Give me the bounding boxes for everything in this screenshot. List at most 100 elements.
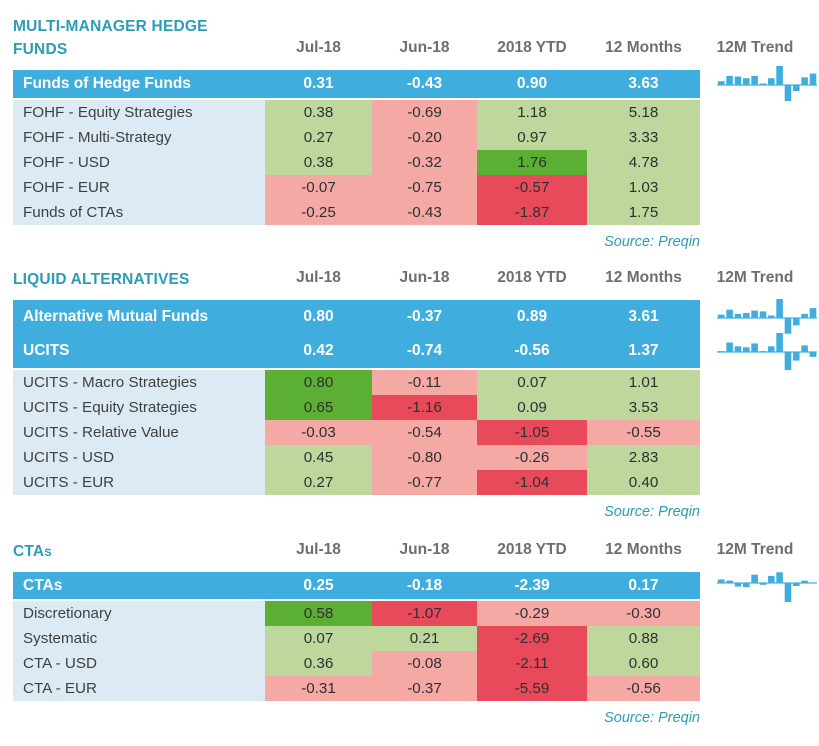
value-cell: 1.18	[477, 100, 587, 125]
summary-value-cell: 0.42	[303, 342, 334, 359]
value-cell: -0.20	[372, 125, 477, 150]
column-header-1: Jun-18	[399, 269, 450, 287]
value-cell: 0.40	[587, 470, 700, 495]
column-header-0: Jul-18	[296, 39, 341, 56]
summary-value-cell: -0.37	[406, 308, 443, 325]
table-row: UCITS - USD 0.45 -0.80 -0.26 2.83	[13, 445, 700, 470]
table-row: UCITS - Macro Strategies 0.80 -0.11 0.07 1.0…	[13, 370, 700, 395]
table-row: FOHF - Equity Strategies 0.38 -0.69 1.18 5.1…	[13, 100, 700, 125]
value-cell: -0.32	[372, 150, 477, 175]
value-cell: -0.80	[372, 445, 477, 470]
section-title: LIQUID ALTERNATIVES	[13, 271, 190, 288]
value-cell: -0.25	[265, 200, 372, 225]
column-header-0: Jul-18	[296, 269, 341, 287]
table-row: FOHF - USD 0.38 -0.32 1.76 4.78	[13, 150, 700, 175]
column-header-1: Jun-18	[399, 39, 450, 56]
column-header-12m-trend: 12M Trend	[716, 269, 794, 287]
value-cell: 0.27	[265, 125, 372, 150]
table-row: Systematic 0.07 0.21 -2.69 0.88	[13, 626, 700, 651]
column-header-12m-trend: 12M Trend	[716, 541, 794, 559]
summary-value-cell: 0.31	[303, 75, 334, 92]
12m-trend-sparkline	[717, 63, 817, 107]
value-cell: -0.11	[372, 370, 477, 395]
value-cell: -0.03	[265, 420, 372, 445]
column-header-2: 2018 YTD	[497, 269, 567, 287]
value-cell: -0.31	[265, 676, 372, 701]
value-cell: 0.58	[265, 601, 372, 626]
value-cell: -0.30	[587, 601, 700, 626]
value-cell: 0.65	[265, 395, 372, 420]
summary-value-cell: 0.89	[516, 308, 548, 325]
summary-value-cell: -0.43	[406, 75, 443, 92]
summary-rows: Funds of Hedge Funds 0.31 -0.43 0.90 3.63	[13, 70, 700, 98]
table-rows: FOHF - Equity Strategies 0.38 -0.69 1.18 5.1…	[13, 100, 700, 225]
table-row: CTA - USD 0.36 -0.08 -2.11 0.60	[13, 651, 700, 676]
row-label: UCITS - Equity Strategies	[13, 395, 265, 420]
row-label: FOHF - USD	[13, 150, 265, 175]
value-cell: -0.56	[587, 676, 700, 701]
value-cell: -0.75	[372, 175, 477, 200]
summary-rows: CTAs 0.25 -0.18 -2.39 0.17	[13, 572, 700, 599]
value-cell: 0.07	[477, 370, 587, 395]
row-label: Discretionary	[13, 601, 265, 626]
value-cell: -0.55	[587, 420, 700, 445]
table-section-multi-manager-hedge-funds: MULTI-MANAGER HEDGE FUNDS Jul-18 Jun-18 201…	[13, 8, 817, 250]
row-label: UCITS - Relative Value	[13, 420, 265, 445]
column-header-0: Jul-18	[296, 541, 341, 559]
summary-row-label: CTAs	[23, 576, 63, 594]
summary-row: Alternative Mutual Funds 0.80 -0.37 0.89 3.6…	[13, 300, 700, 334]
row-label: CTA - EUR	[13, 676, 265, 701]
column-header-3: 12 Months	[605, 269, 682, 287]
row-label: Systematic	[13, 626, 265, 651]
table-row: CTA - EUR -0.31 -0.37 -5.59 -0.56	[13, 676, 700, 701]
value-cell: 1.75	[587, 200, 700, 225]
table-row: Discretionary 0.58 -1.07 -0.29 -0.30	[13, 601, 700, 626]
row-label: FOHF - Multi-Strategy	[13, 125, 265, 150]
summary-value-cell: -2.39	[514, 576, 550, 594]
summary-value-cell: 0.17	[628, 576, 659, 594]
12m-trend-sparkline	[717, 296, 817, 340]
summary-value-cell: 0.25	[303, 576, 334, 594]
section-title: MULTI-MANAGER HEDGE FUNDS	[13, 17, 208, 58]
row-label: UCITS - Macro Strategies	[13, 370, 265, 395]
value-cell: -2.11	[477, 651, 587, 676]
summary-row-label: Alternative Mutual Funds	[23, 308, 209, 325]
value-cell: 0.80	[265, 370, 372, 395]
row-label: UCITS - EUR	[13, 470, 265, 495]
value-cell: -0.26	[477, 445, 587, 470]
column-header-2: 2018 YTD	[497, 541, 567, 559]
row-label: UCITS - USD	[13, 445, 265, 470]
value-cell: -1.04	[477, 470, 587, 495]
value-cell: 1.76	[477, 150, 587, 175]
summary-value-cell: 3.63	[628, 75, 659, 92]
value-cell: 3.53	[587, 395, 700, 420]
summary-row-label: UCITS	[23, 342, 70, 359]
value-cell: 0.21	[372, 626, 477, 651]
row-label: Funds of CTAs	[13, 200, 265, 225]
value-cell: 0.27	[265, 470, 372, 495]
value-cell: 1.03	[587, 175, 700, 200]
table-row: FOHF - EUR -0.07 -0.75 -0.57 1.03	[13, 175, 700, 200]
value-cell: -0.69	[372, 100, 477, 125]
value-cell: 4.78	[587, 150, 700, 175]
value-cell: 0.60	[587, 651, 700, 676]
value-cell: 1.01	[587, 370, 700, 395]
section-title: CTAs	[13, 543, 52, 560]
summary-row: Funds of Hedge Funds 0.31 -0.43 0.90 3.63	[13, 70, 700, 98]
table-row: FOHF - Multi-Strategy 0.27 -0.20 0.97 3.33	[13, 125, 700, 150]
table-rows: UCITS - Macro Strategies 0.80 -0.11 0.07 1.0…	[13, 370, 700, 495]
table-row: UCITS - Equity Strategies 0.65 -1.16 0.09 3.…	[13, 395, 700, 420]
source-label: Source: Preqin	[604, 234, 700, 250]
column-header-2: 2018 YTD	[497, 39, 567, 56]
table-header-row: MULTI-MANAGER HEDGE FUNDS Jul-18 Jun-18 201…	[13, 8, 813, 64]
summary-value-cell: 3.61	[628, 308, 659, 325]
table-header-row: CTAs Jul-18 Jun-18 2018 YTD 12 Months 12M Tre…	[13, 540, 813, 566]
value-cell: -0.08	[372, 651, 477, 676]
value-cell: 2.83	[587, 445, 700, 470]
source-label: Source: Preqin	[604, 504, 700, 520]
value-cell: 0.97	[477, 125, 587, 150]
table-rows: Discretionary 0.58 -1.07 -0.29 -0.30 Systemat…	[13, 601, 700, 701]
column-header-12m-trend: 12M Trend	[716, 39, 794, 56]
value-cell: 5.18	[587, 100, 700, 125]
